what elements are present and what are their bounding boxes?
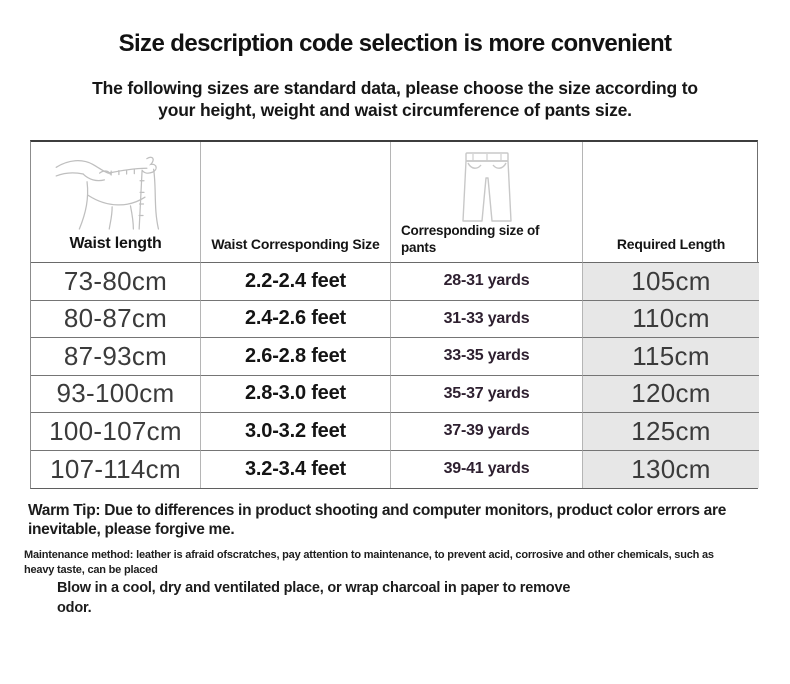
cell-yards-size: 39-41 yards: [391, 450, 583, 488]
cell-feet-size: 3.0-3.2 feet: [201, 413, 391, 451]
cell-waist-range: 80-87cm: [31, 300, 201, 338]
size-table: Waist length Waist Corresponding Size Co…: [30, 140, 759, 489]
waist-measure-icon: [31, 148, 200, 230]
cell-feet-size: 3.2-3.4 feet: [201, 450, 391, 488]
maintenance-line-1: Maintenance method: leather is afraid of…: [24, 549, 714, 561]
header-label-pants-size: Corresponding size of pants: [401, 223, 540, 255]
storage-note: Blow in a cool, dry and ventilated place…: [57, 579, 717, 618]
cell-yards-size: 33-35 yards: [391, 338, 583, 376]
maintenance-note: Maintenance method: leather is afraid of…: [24, 548, 784, 578]
header-label-waist-corresponding-size: Waist Corresponding Size: [211, 236, 380, 252]
page-subtitle: The following sizes are standard data, p…: [0, 78, 790, 121]
cell-required-length: 115cm: [583, 338, 759, 376]
pants-icon: [391, 150, 582, 226]
header-label-waist-length: Waist length: [69, 235, 162, 252]
cell-waist-range: 73-80cm: [31, 263, 201, 301]
maintenance-line-2: heavy taste, can be placed: [24, 564, 158, 576]
warm-tip-note: Warm Tip: Due to differences in product …: [28, 501, 768, 539]
cell-yards-size: 28-31 yards: [391, 263, 583, 301]
storage-line-1: Blow in a cool, dry and ventilated place…: [57, 580, 571, 596]
cell-feet-size: 2.2-2.4 feet: [201, 263, 391, 301]
cell-yards-size: 37-39 yards: [391, 413, 583, 451]
page-title: Size description code selection is more …: [118, 30, 672, 57]
storage-line-2: odor.: [57, 599, 92, 616]
warm-tip-line-1: Warm Tip: Due to differences in product …: [28, 502, 727, 519]
warm-tip-line-2: inevitable, please forgive me.: [28, 521, 235, 538]
cell-feet-size: 2.6-2.8 feet: [201, 338, 391, 376]
header-label-required-length: Required Length: [616, 236, 726, 252]
header-cell-pants-size: Corresponding size of pants: [391, 142, 583, 263]
header-cell-required-length: Required Length: [583, 142, 759, 263]
cell-waist-range: 100-107cm: [31, 413, 201, 451]
cell-feet-size: 2.8-3.0 feet: [201, 375, 391, 413]
cell-required-length: 125cm: [583, 413, 759, 451]
cell-feet-size: 2.4-2.6 feet: [201, 300, 391, 338]
cell-required-length: 130cm: [583, 450, 759, 488]
header-cell-waist-corresponding-size: Waist Corresponding Size: [201, 142, 391, 263]
cell-required-length: 110cm: [583, 300, 759, 338]
cell-waist-range: 107-114cm: [31, 450, 201, 488]
cell-waist-range: 87-93cm: [31, 338, 201, 376]
cell-required-length: 120cm: [583, 375, 759, 413]
header-cell-waist-length: Waist length: [31, 142, 201, 263]
subtitle-line-2: your height, weight and waist circumfere…: [158, 99, 632, 120]
cell-waist-range: 93-100cm: [31, 375, 201, 413]
cell-required-length: 105cm: [583, 263, 759, 301]
cell-yards-size: 35-37 yards: [391, 375, 583, 413]
subtitle-line-1: The following sizes are standard data, p…: [92, 78, 698, 98]
cell-yards-size: 31-33 yards: [391, 300, 583, 338]
